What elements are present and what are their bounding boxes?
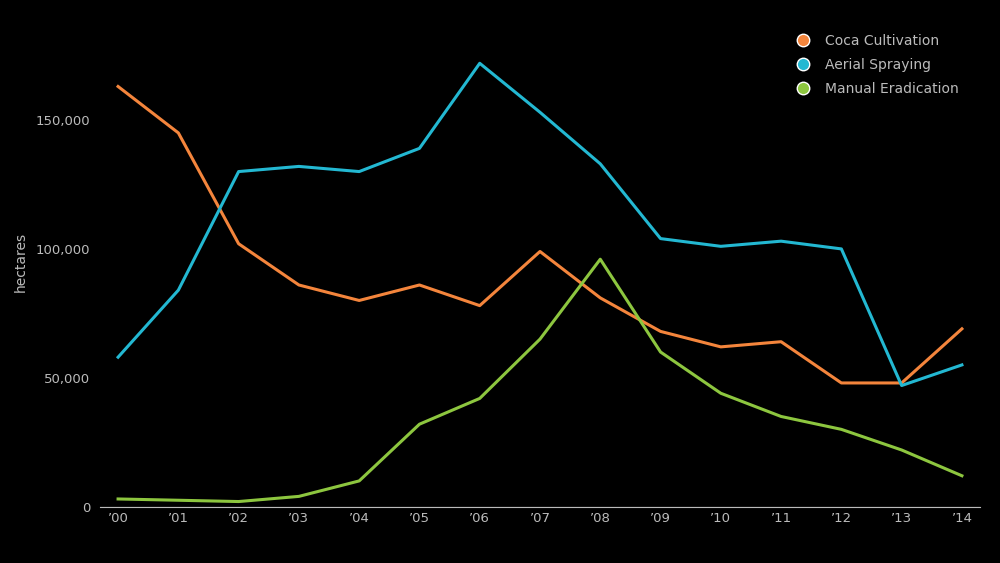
Legend: Coca Cultivation, Aerial Spraying, Manual Eradication: Coca Cultivation, Aerial Spraying, Manua… (783, 29, 964, 101)
Y-axis label: hectares: hectares (13, 232, 27, 292)
